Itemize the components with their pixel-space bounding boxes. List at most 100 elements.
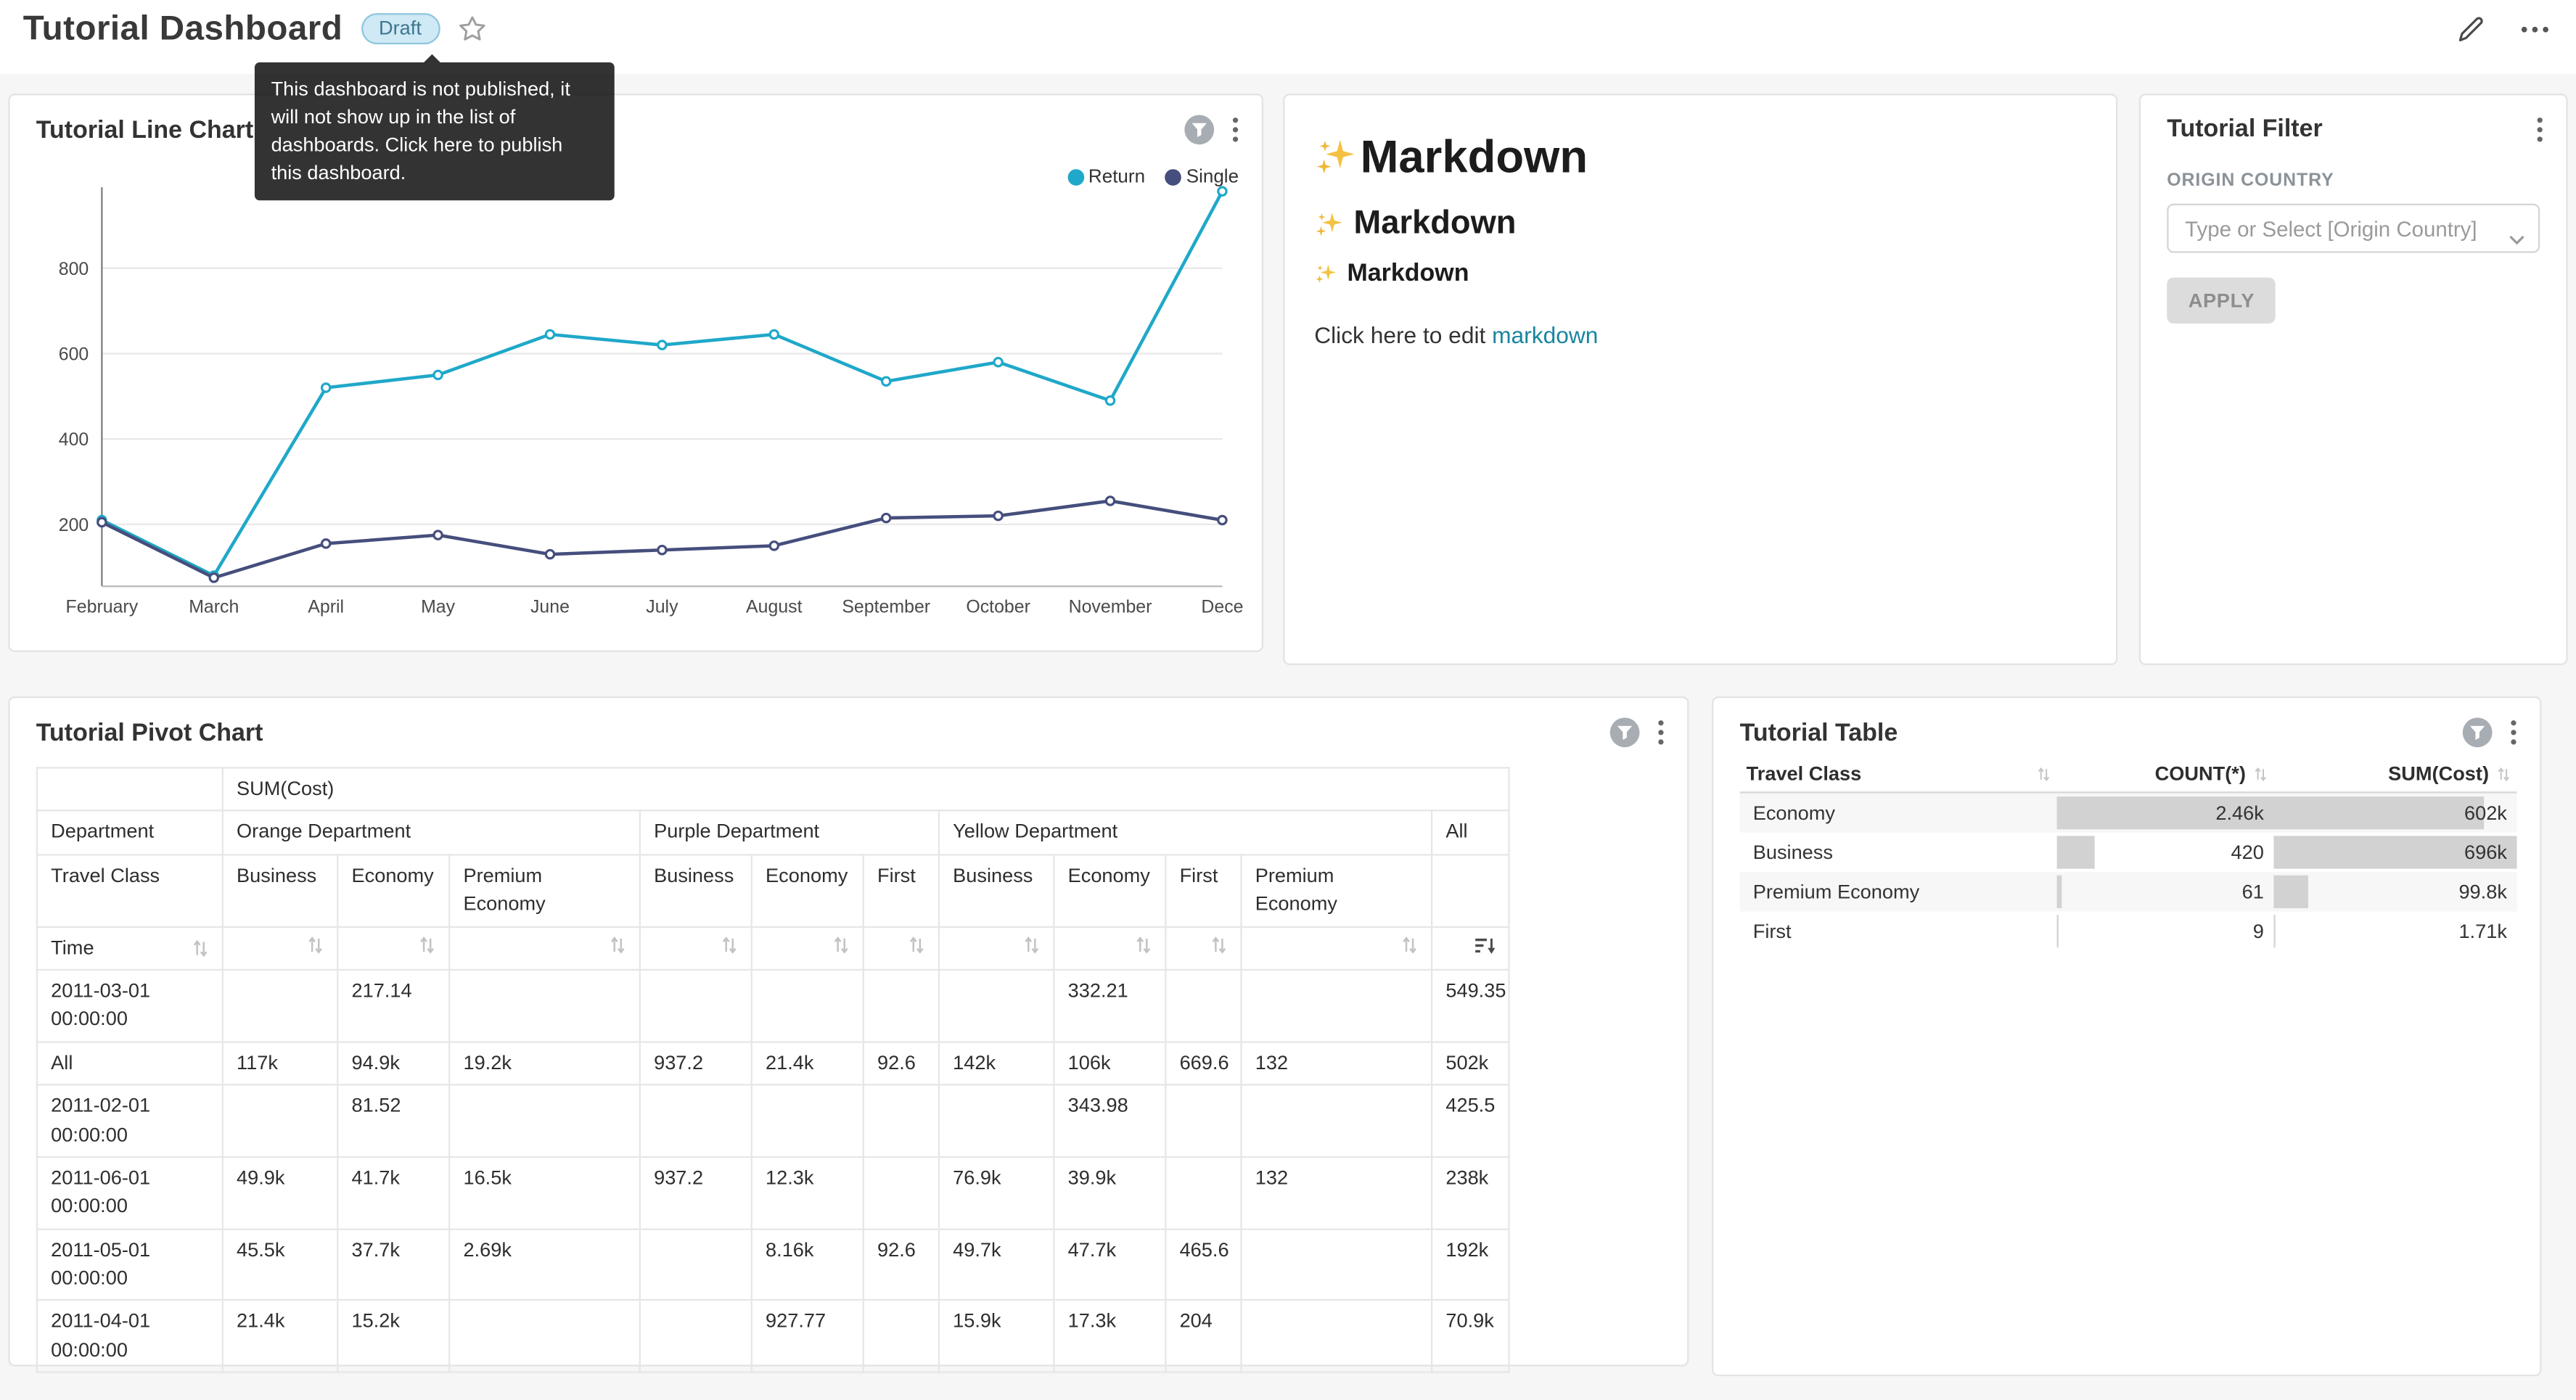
sort-active-desc-icon[interactable] (1475, 937, 1495, 954)
pivot-row-time: 2011-03-01 00:00:00 (37, 970, 223, 1042)
pivot-value-cell: 21.4k (223, 1301, 337, 1372)
x-axis-label: Dece (1201, 596, 1243, 617)
x-axis-label: March (189, 596, 239, 617)
data-point (1106, 397, 1114, 405)
sort-toggle-icon[interactable] (721, 936, 738, 955)
pivot-value-cell (939, 1085, 1054, 1157)
column-header-travel-class[interactable]: Travel Class (1740, 755, 2057, 792)
sort-toggle-icon[interactable] (1211, 936, 1228, 955)
origin-country-select[interactable] (2167, 204, 2540, 253)
pivot-value-cell: 70.9k (1432, 1301, 1509, 1372)
sort-toggle-icon[interactable] (2037, 766, 2050, 781)
filter-card: Tutorial Filter ORIGIN COUNTRY APPLY (2139, 94, 2568, 665)
table-card-title: Tutorial Table (1740, 719, 1898, 746)
pivot-data-row: 2011-04-01 00:00:0021.4k15.2k927.7715.9k… (37, 1301, 1509, 1372)
pivot-value-cell (1241, 970, 1432, 1042)
column-header-label: SUM(Cost) (2388, 762, 2489, 786)
cell-value: 696k (2273, 833, 2516, 872)
sort-toggle-icon[interactable] (192, 939, 209, 957)
filter-field-label: ORIGIN COUNTRY (2167, 170, 2540, 190)
data-point (546, 330, 554, 338)
edit-dashboard-icon[interactable] (2456, 14, 2486, 44)
markdown-footer: Click here to edit markdown (1314, 322, 2086, 348)
pivot-value-cell: 502k (1432, 1042, 1509, 1085)
apply-filter-button[interactable]: APPLY (2167, 278, 2276, 324)
table-card: Tutorial Table Travel ClassCOUNT(*) SUM(C… (1712, 696, 2541, 1376)
sort-toggle-icon[interactable] (610, 936, 626, 955)
pivot-sort-cell (337, 926, 449, 970)
sort-toggle-icon[interactable] (2254, 766, 2267, 781)
pivot-department-label: Department (37, 811, 223, 855)
pivot-data-row: All117k94.9k19.2k937.221.4k92.6142k106k6… (37, 1042, 1509, 1085)
kebab-menu-icon[interactable] (2533, 116, 2546, 142)
column-header-count[interactable]: COUNT(*) (2057, 755, 2274, 792)
filter-indicator-icon[interactable] (2463, 717, 2493, 747)
kebab-menu-icon[interactable] (1228, 117, 1242, 143)
pivot-value-cell: 92.6 (864, 1042, 939, 1085)
pivot-value-cell (1165, 970, 1241, 1042)
sort-toggle-icon[interactable] (307, 936, 324, 955)
pivot-class-header: Premium Economy (449, 855, 640, 926)
pivot-sort-cell (449, 926, 640, 970)
line-chart-card: Tutorial Line Chart ReturnSingle 2004006… (8, 94, 1263, 652)
sort-toggle-icon[interactable] (833, 936, 850, 955)
sparkles-icon (1314, 136, 1357, 179)
pivot-value-cell: 81.52 (337, 1085, 449, 1157)
data-point (434, 531, 442, 539)
sort-toggle-icon[interactable] (2497, 766, 2510, 781)
pivot-value-cell (640, 1301, 752, 1372)
cell-travel-class: Business (1740, 841, 1833, 864)
pivot-value-cell: 76.9k (939, 1157, 1054, 1229)
pivot-sort-cell (752, 926, 864, 970)
sort-toggle-icon[interactable] (908, 936, 925, 955)
kebab-menu-icon[interactable] (2507, 720, 2520, 746)
sparkles-icon (1314, 210, 1344, 239)
pivot-sort-cell (1432, 926, 1509, 970)
cell-sum: 696k (2273, 833, 2516, 872)
table-row[interactable]: Business420696k (1740, 833, 2517, 872)
pivot-time-label: Time (37, 926, 223, 970)
sort-toggle-icon[interactable] (1401, 936, 1418, 955)
data-point (770, 330, 778, 338)
pivot-value-cell (1241, 1229, 1432, 1301)
pivot-value-cell: 37.7k (337, 1229, 449, 1301)
cell-count: 9 (2057, 912, 2274, 951)
pivot-value-cell: 106k (1054, 1042, 1165, 1085)
cell-travel-class: Premium Economy (1740, 881, 1920, 904)
origin-country-input[interactable] (2167, 204, 2540, 253)
sort-toggle-icon[interactable] (1023, 936, 1040, 955)
table-row[interactable]: First91.71k (1740, 912, 2517, 951)
x-axis-label: July (646, 596, 678, 617)
pivot-department-row: DepartmentOrange DepartmentPurple Depart… (37, 811, 1509, 855)
cell-travel-class: Economy (1740, 802, 1835, 825)
line-chart[interactable]: 200400600800FebruaryMarchAprilMayJuneJul… (10, 181, 1255, 643)
pivot-value-cell: 19.2k (449, 1042, 640, 1085)
pivot-department-header: All (1432, 811, 1509, 855)
filter-indicator-icon[interactable] (1184, 115, 1214, 144)
data-point (210, 574, 218, 582)
pivot-department-header: Yellow Department (939, 811, 1432, 855)
table-row[interactable]: Economy2.46k602k (1740, 792, 2517, 832)
kebab-menu-icon[interactable] (1654, 720, 1668, 746)
pivot-value-cell: 94.9k (337, 1042, 449, 1085)
edit-markdown-link[interactable]: markdown (1492, 322, 1598, 348)
data-point (882, 377, 890, 385)
filter-card-title: Tutorial Filter (2167, 115, 2322, 142)
y-axis-label: 600 (59, 345, 89, 365)
pivot-row-time: 2011-06-01 00:00:00 (37, 1157, 223, 1229)
more-options-icon[interactable] (2520, 24, 2550, 34)
pivot-corner-cell (37, 767, 223, 811)
table-row[interactable]: Premium Economy6199.8k (1740, 872, 2517, 911)
column-header-sum-cost[interactable]: SUM(Cost) (2273, 755, 2516, 792)
pivot-metric-row: SUM(Cost) (37, 767, 1509, 811)
markdown-card: Markdown Markdown (1283, 94, 2117, 665)
filter-indicator-icon[interactable] (1610, 717, 1640, 747)
draft-badge[interactable]: Draft (361, 13, 440, 44)
pivot-class-header: Premium Economy (1241, 855, 1432, 926)
sort-toggle-icon[interactable] (419, 936, 435, 955)
x-axis-label: April (308, 596, 344, 617)
sort-toggle-icon[interactable] (1135, 936, 1152, 955)
pivot-class-row: Travel ClassBusinessEconomyPremium Econo… (37, 855, 1509, 926)
tooltip-text: This dashboard is not published, it will… (271, 77, 570, 184)
favorite-star-icon[interactable] (458, 15, 485, 42)
